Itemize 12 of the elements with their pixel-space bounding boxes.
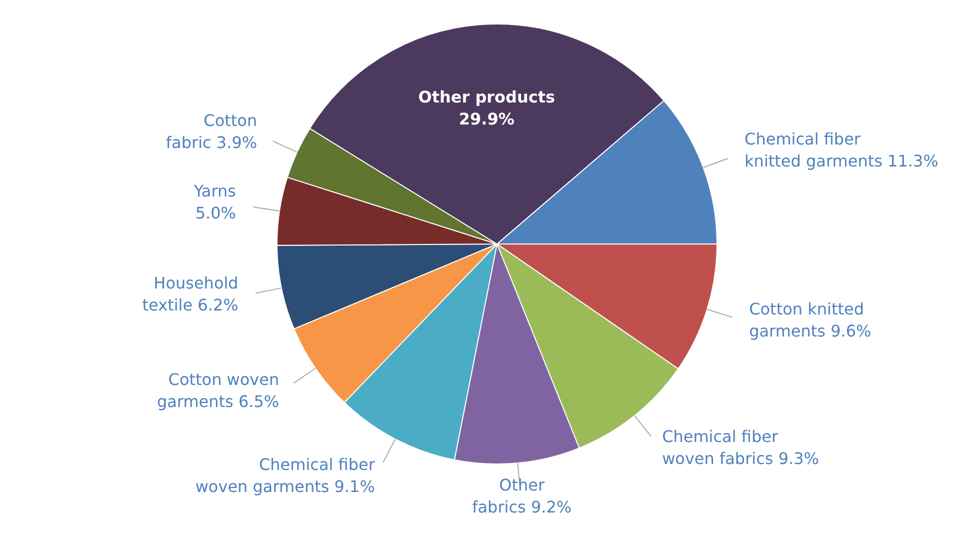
data-label: 29.9%: [458, 109, 514, 128]
slice-label: Other fabrics 9.2%: [472, 476, 572, 517]
slice-label: Other products: [418, 87, 556, 106]
slice-label: Cotton fabric 3.9%: [166, 110, 258, 152]
slice-label: Chemical fiber woven garments 9.1%: [195, 455, 376, 496]
slice-label: Chemical fiber knitted garments 11.3%: [744, 129, 938, 170]
slice-label: Yarns: [192, 181, 236, 200]
data-label: 5.0%: [195, 203, 236, 222]
slice-label: Chemical fiber woven fabrics 9.3%: [662, 427, 819, 468]
slice-label: Cotton woven garments 6.5%: [156, 370, 280, 412]
slice-label: Household textile 6.2%: [142, 274, 238, 315]
slice-label: Cotton knitted garments 9.6%: [749, 299, 872, 340]
